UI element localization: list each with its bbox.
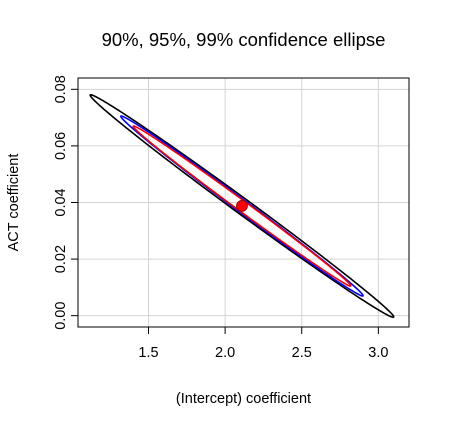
y-tick-label: 0.04 bbox=[53, 188, 69, 216]
y-axis: 0.00 0.02 0.04 0.06 0.08 bbox=[53, 75, 79, 330]
x-tick-label: 1.5 bbox=[138, 345, 158, 361]
ellipse-99-percent bbox=[89, 94, 395, 319]
grid-lines bbox=[78, 78, 409, 327]
chart-title: 90%, 95%, 99% confidence ellipse bbox=[102, 29, 386, 50]
center-point bbox=[236, 199, 248, 212]
x-tick-label: 2.0 bbox=[215, 345, 235, 361]
y-tick-label: 0.00 bbox=[53, 302, 69, 330]
y-tick-label: 0.02 bbox=[53, 245, 69, 273]
y-axis-label: ACT coefficient bbox=[6, 154, 22, 252]
x-tick-label: 2.5 bbox=[292, 345, 312, 361]
x-axis-label: (Intercept) coefficient bbox=[176, 391, 311, 407]
center-point-layer bbox=[236, 199, 248, 212]
ellipse-90-percent bbox=[132, 125, 352, 287]
y-tick-label: 0.06 bbox=[53, 132, 69, 160]
x-tick-label: 3.0 bbox=[368, 345, 388, 361]
y-tick-label: 0.08 bbox=[53, 75, 69, 103]
x-axis: 1.5 2.0 2.5 3.0 bbox=[138, 326, 388, 361]
ellipse-layer bbox=[89, 94, 395, 319]
